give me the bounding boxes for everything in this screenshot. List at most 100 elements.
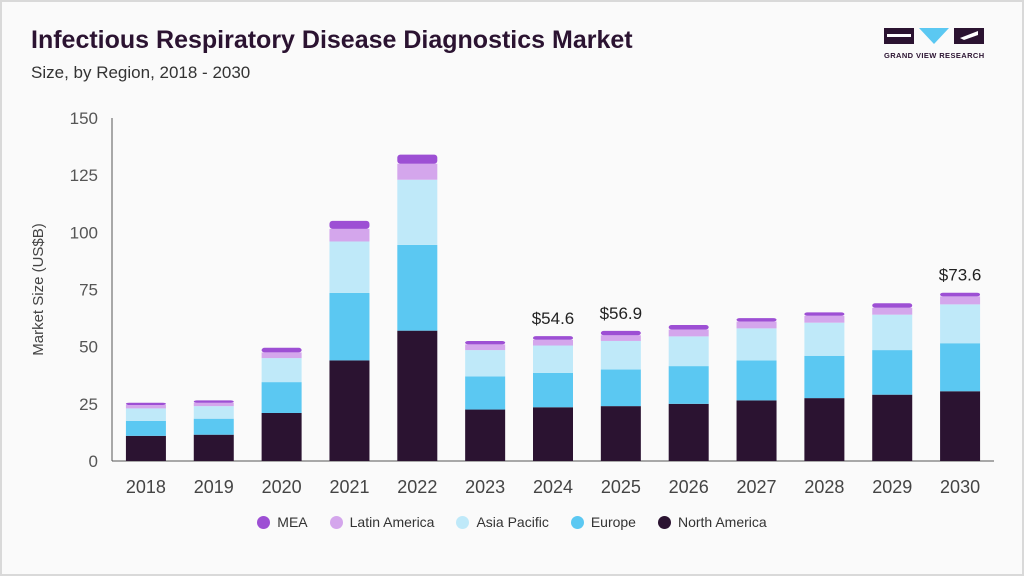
legend-item-mea: MEA [257,514,308,530]
legend-item-latin-america: Latin America [329,514,435,530]
bar-asia-pacific [736,328,777,361]
bar-north-america [193,434,234,461]
bar-mea [397,154,438,164]
bar-mea [261,347,302,353]
x-tick-label: 2021 [329,477,369,497]
bar-latin-america [465,344,506,351]
y-tick-label: 75 [79,281,98,300]
bar-latin-america [125,404,166,409]
bar-latin-america [329,228,370,242]
bar-asia-pacific [940,304,981,344]
bar-asia-pacific [125,408,166,421]
bar-mea [804,312,845,316]
bar-latin-america [193,402,234,407]
bar-asia-pacific [397,179,438,245]
x-tick-label: 2022 [397,477,437,497]
bar-europe [397,244,438,331]
legend-swatch [570,515,584,529]
legend-label: Europe [590,514,636,530]
bar-europe [736,360,777,401]
bar-europe [872,350,913,395]
bar-europe [668,366,709,404]
x-tick-label: 2018 [126,477,166,497]
y-tick-label: 50 [79,338,98,357]
bar-north-america [736,400,777,461]
bar-europe [804,355,845,399]
y-tick-label: 150 [70,109,98,128]
bar-asia-pacific [804,322,845,356]
bar-latin-america [736,321,777,329]
bar-latin-america [940,296,981,305]
bar-mea [193,400,234,403]
bar-europe [600,369,641,407]
legend-item-north-america: North America [657,514,767,530]
bar-north-america [668,403,709,461]
bar-north-america [533,407,573,461]
x-tick-label: 2030 [940,477,980,497]
bar-north-america [329,360,370,461]
y-tick-label: 100 [70,223,98,242]
bar-north-america [125,435,166,461]
bar-north-america [397,330,438,461]
bar-europe [329,292,370,361]
legend-swatch [257,515,271,529]
bar-europe [193,418,234,435]
chart-title: Infectious Respiratory Disease Diagnosti… [31,26,633,54]
legend-label: Asia Pacific [476,514,549,530]
legend-label: Latin America [349,514,435,530]
legend-swatch [657,515,671,529]
data-label: $54.6 [532,309,575,328]
bar-north-america [465,409,506,461]
legend-item-asia-pacific: Asia Pacific [456,514,549,530]
bar-europe [533,372,573,408]
grand-view-research-logo [884,28,984,44]
x-tick-label: 2020 [262,477,302,497]
bar-latin-america [533,339,573,346]
bar-asia-pacific [329,241,370,293]
bar-mea [668,324,709,330]
bar-europe [940,343,981,392]
data-label: $73.6 [939,266,982,285]
bar-latin-america [600,335,641,341]
legend-swatch [329,515,343,529]
y-axis-label: Market Size (US$B) [30,223,47,356]
y-tick-label: 125 [70,166,98,185]
bar-latin-america [668,329,709,337]
chart-subtitle: Size, by Region, 2018 - 2030 [31,63,251,82]
bar-north-america [940,391,981,461]
bar-asia-pacific [872,314,913,351]
x-tick-label: 2025 [601,477,641,497]
bar-asia-pacific [465,350,506,377]
bar-north-america [804,398,845,461]
bar-mea [533,336,573,340]
bar-asia-pacific [668,336,709,367]
bar-mea [329,220,370,229]
y-tick-label: 0 [89,452,98,471]
x-tick-label: 2023 [465,477,505,497]
bar-mea [872,303,913,308]
bar-north-america [600,406,641,461]
bar-europe [125,420,166,436]
bar-latin-america [261,352,302,359]
y-tick-label: 25 [79,395,98,414]
bar-mea [736,318,777,322]
bar-europe [261,382,302,413]
bar-asia-pacific [533,345,573,373]
x-tick-label: 2026 [669,477,709,497]
bar-europe [465,376,506,410]
x-tick-label: 2028 [804,477,844,497]
bar-mea [125,402,166,405]
bar-asia-pacific [193,406,234,419]
bar-mea [940,292,981,297]
bar-north-america [261,412,302,461]
bar-asia-pacific [600,340,641,370]
data-label: $56.9 [600,304,643,323]
legend-item-europe: Europe [570,514,636,530]
legend-swatch [456,515,470,529]
x-tick-label: 2019 [194,477,234,497]
logo-text: GRAND VIEW RESEARCH [884,51,985,60]
bar-latin-america [804,315,845,323]
legend-label: MEA [277,514,308,530]
